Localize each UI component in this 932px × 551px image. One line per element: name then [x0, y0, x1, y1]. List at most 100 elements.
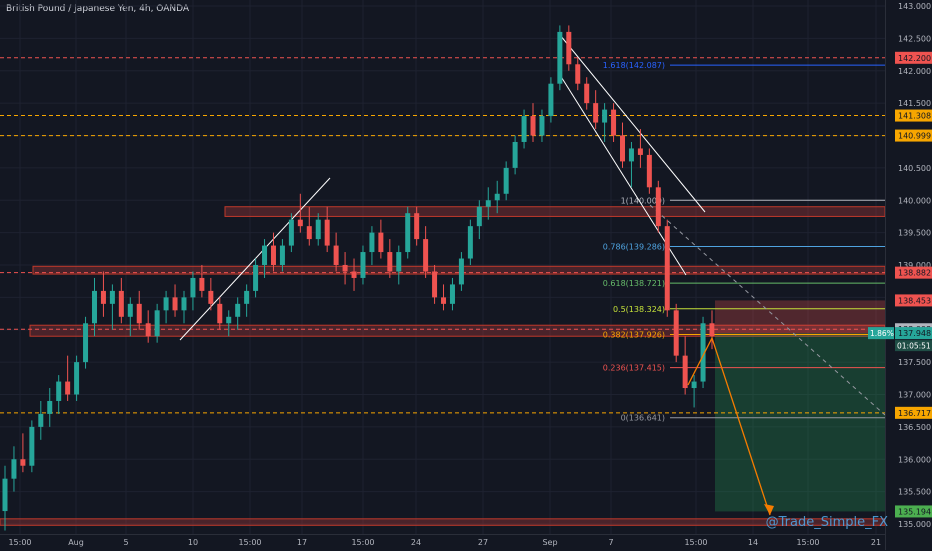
candle-body	[566, 31, 572, 65]
resistance-zone	[224, 206, 886, 217]
candle-body	[691, 381, 697, 389]
arrow-head	[764, 504, 774, 515]
candle-body	[91, 290, 97, 324]
author-watermark: @Trade_Simple_FX	[765, 515, 888, 530]
fib-label: 0.5(138.324)	[613, 305, 665, 314]
candle-body	[297, 219, 303, 227]
candle-body	[38, 413, 44, 427]
candle-body	[521, 116, 527, 142]
candle-body	[342, 265, 348, 272]
candle-body	[109, 290, 115, 304]
candle-body	[324, 219, 330, 246]
candle-body	[244, 290, 250, 304]
candle-body	[190, 277, 196, 298]
candle-body	[65, 381, 71, 395]
candle-body	[74, 362, 80, 395]
candle-body	[611, 109, 617, 136]
trend-line	[559, 34, 706, 213]
fib-label: 0.786(139.286)	[603, 242, 665, 251]
candle-body	[172, 297, 178, 311]
candle-body	[118, 290, 124, 317]
candle-body	[449, 284, 455, 304]
candle-body	[235, 303, 241, 317]
candle-body	[432, 271, 438, 298]
candle-body	[458, 258, 464, 285]
fib-label: 0.382(137.926)	[603, 331, 665, 340]
candle-body	[628, 148, 634, 162]
candle-body	[682, 355, 688, 389]
trade-setup	[715, 300, 885, 512]
candle-body	[288, 219, 294, 246]
candle-body	[360, 252, 366, 278]
projection-path	[687, 336, 771, 516]
fib-label: 0.618(138.721)	[603, 279, 665, 288]
candle-body	[20, 459, 26, 466]
candle-body	[494, 193, 500, 201]
candle-body	[333, 245, 339, 265]
candle-body	[127, 303, 133, 317]
candle-body	[163, 297, 169, 311]
fib-label: 1.618(142.087)	[603, 61, 665, 70]
candle-body	[512, 141, 518, 168]
candle-body	[709, 323, 715, 337]
candle-body	[351, 271, 357, 278]
candle-body	[673, 310, 679, 356]
candle-body	[405, 213, 411, 253]
chart-title: British Pound / Japanese Yen, 4h, OANDA	[6, 4, 190, 14]
candle-body	[100, 290, 106, 304]
candlestick-series	[2, 25, 715, 531]
candle-body	[396, 252, 402, 272]
candle-body	[655, 187, 661, 227]
fib-label: 0.236(137.415)	[603, 364, 665, 373]
candle-body	[199, 277, 205, 291]
candle-body	[441, 297, 447, 304]
candle-body	[476, 206, 482, 227]
candle-body	[557, 31, 563, 84]
take-profit-zone	[715, 333, 885, 512]
candle-body	[503, 167, 509, 194]
candle-body	[539, 116, 545, 136]
resistance-zone	[0, 518, 886, 526]
candle-body	[181, 297, 187, 311]
candle-body	[226, 316, 232, 324]
candle-body	[145, 323, 151, 337]
candle-body	[11, 459, 17, 479]
candle-body	[47, 400, 53, 414]
candle-body	[467, 226, 473, 259]
candle-body	[548, 83, 554, 117]
candle-body	[253, 265, 259, 291]
fib-label: 0(136.641)	[621, 414, 665, 423]
candle-body	[646, 154, 652, 188]
candle-body	[584, 83, 590, 104]
candle-body	[262, 245, 268, 265]
candle-body	[208, 290, 214, 304]
candle-body	[2, 478, 8, 512]
candle-body	[664, 226, 670, 311]
candle-body	[56, 381, 62, 401]
candle-body	[315, 219, 321, 240]
trend-line	[179, 177, 331, 341]
fib-label: 1(140.000)	[621, 196, 665, 205]
candle-body	[83, 323, 89, 363]
fibonacci-retracement: 1.618(142.087) 1(140.000) 0.786(139.286) 0.…	[603, 61, 890, 423]
candle-body	[154, 310, 160, 337]
candle-body	[575, 64, 581, 84]
candle-body	[530, 116, 536, 136]
candle-body	[378, 232, 384, 253]
candle-body	[306, 226, 312, 240]
candle-body	[620, 135, 626, 162]
candle-body	[136, 303, 142, 324]
candle-body	[387, 252, 393, 272]
projection-arrow	[687, 336, 774, 516]
candle-body	[593, 103, 599, 123]
time-axis[interactable]	[0, 534, 885, 551]
candle-body	[279, 245, 285, 265]
price-axis[interactable]	[885, 0, 932, 550]
candle-body	[270, 245, 276, 265]
candle-body	[602, 109, 608, 123]
candle-body	[29, 426, 35, 466]
candle-body	[414, 213, 420, 240]
candle-body	[700, 323, 706, 382]
candle-body	[369, 232, 375, 253]
